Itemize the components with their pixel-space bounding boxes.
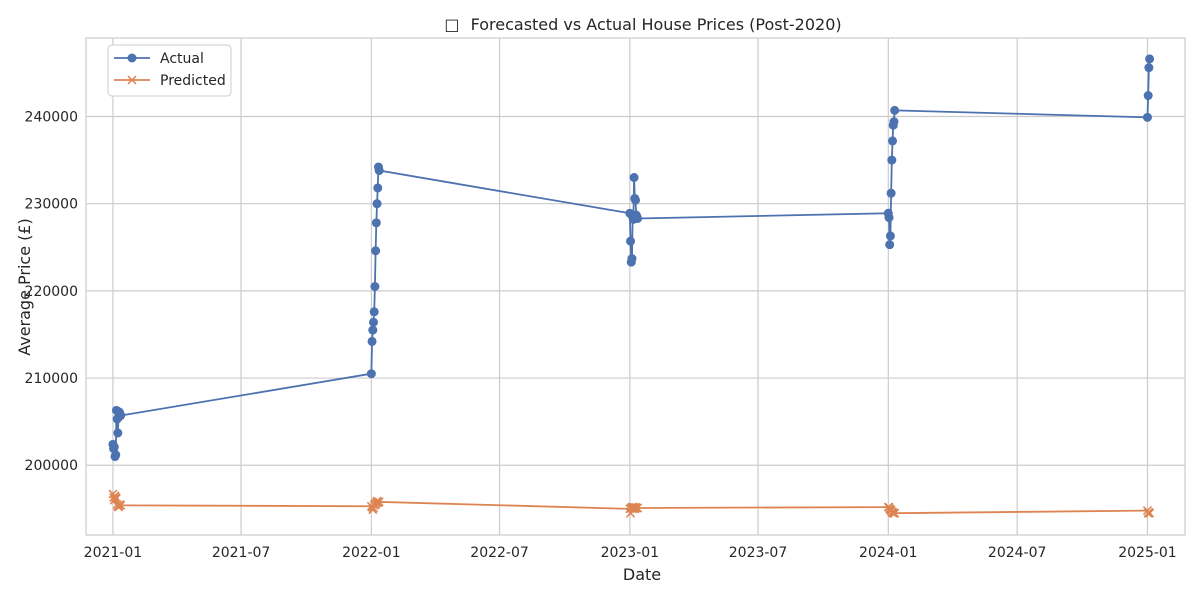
legend-item-actual: Actual	[114, 51, 204, 67]
data-point-actual	[371, 246, 381, 256]
y-tick-label: 200000	[25, 458, 78, 474]
series-predicted	[108, 489, 1155, 518]
x-tick-label: 2021-07	[212, 545, 271, 561]
grid	[86, 38, 1185, 535]
data-point-actual	[626, 236, 636, 246]
series-actual	[108, 54, 1155, 462]
data-point-actual	[884, 213, 894, 223]
y-tick-label: 230000	[25, 197, 78, 213]
x-tick-label: 2023-01	[601, 545, 660, 561]
data-point-actual	[367, 336, 377, 346]
data-point-actual	[366, 369, 376, 379]
data-point-actual	[111, 450, 121, 460]
data-point-actual	[109, 442, 119, 452]
data-point-predicted	[116, 500, 126, 510]
data-point-actual	[885, 240, 895, 250]
data-point-actual	[890, 105, 900, 115]
chart-title-text: □ Forecasted vs Actual House Prices (Pos…	[444, 15, 841, 34]
x-tick-label: 2025-01	[1118, 545, 1177, 561]
chart-title: □ Forecasted vs Actual House Prices (Pos…	[444, 15, 841, 34]
data-point-actual	[633, 213, 643, 223]
tick-labels: 2021-01 2021-07 2022-01 2022-07 2023-01 2023-…	[25, 109, 1177, 561]
y-tick-label: 240000	[25, 109, 78, 125]
data-point-actual	[885, 231, 895, 241]
data-point-actual	[1143, 91, 1153, 101]
data-point-actual	[888, 136, 898, 146]
data-point-actual	[370, 282, 380, 291]
data-point-actual	[368, 325, 378, 335]
x-tick-label: 2022-07	[470, 545, 529, 561]
data-point-actual	[368, 317, 378, 327]
data-point-actual	[372, 199, 382, 209]
data-point-actual	[629, 173, 639, 183]
data-point-actual	[374, 166, 384, 176]
data-point-actual	[631, 195, 640, 205]
data-point-predicted	[633, 503, 643, 513]
data-point-predicted	[890, 508, 900, 518]
data-point-predicted	[374, 497, 384, 507]
title-label: Forecasted vs Actual House Prices (Post-…	[471, 15, 842, 34]
x-tick-label: 2023-07	[729, 545, 788, 561]
x-axis-label: Date	[623, 565, 661, 584]
series-layer	[108, 54, 1155, 518]
data-point-actual	[1144, 63, 1154, 73]
legend: Actual Predicted	[107, 44, 232, 97]
data-point-actual	[1142, 112, 1152, 122]
legend-predicted-label: Predicted	[160, 73, 226, 89]
data-point-actual	[373, 183, 383, 193]
x-tick-label: 2024-01	[859, 545, 918, 561]
data-point-actual	[889, 117, 899, 127]
legend-item-predicted: Predicted	[114, 73, 226, 89]
y-tick-label: 210000	[25, 371, 78, 387]
x-tick-label: 2021-01	[84, 545, 143, 561]
data-point-actual	[371, 218, 381, 228]
data-point-actual	[887, 155, 897, 165]
x-tick-label: 2024-07	[988, 545, 1047, 561]
data-point-actual	[116, 411, 126, 421]
plot-frame	[85, 37, 1186, 536]
title-icon: □	[444, 15, 459, 34]
data-point-actual	[886, 188, 896, 198]
data-point-actual	[113, 428, 123, 438]
data-point-actual	[369, 307, 379, 317]
legend-actual-marker	[127, 53, 137, 63]
data-point-actual	[1145, 54, 1155, 64]
x-tick-label: 2022-01	[342, 545, 401, 561]
y-tick-label: 220000	[25, 284, 78, 300]
y-axis-label: Average Price (£)	[15, 218, 34, 356]
data-point-predicted	[1145, 508, 1155, 518]
legend-predicted-marker	[127, 75, 137, 85]
data-point-actual	[627, 254, 637, 264]
legend-actual-label: Actual	[160, 51, 204, 67]
